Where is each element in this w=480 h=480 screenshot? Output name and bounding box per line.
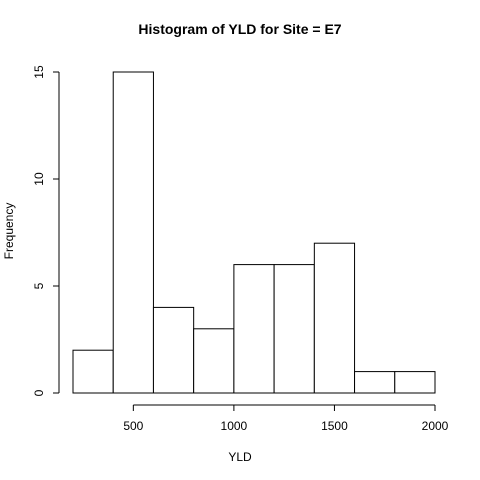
- histogram-bar-3: [152, 306, 195, 394]
- chart-title: Histogram of YLD for Site = E7: [138, 21, 342, 37]
- x-tick-label: 2000: [422, 419, 449, 433]
- histogram-bar-1: [72, 349, 114, 394]
- y-axis: 0 5 10 15: [32, 65, 60, 396]
- histogram-bar-2: [112, 71, 154, 394]
- x-tick-label: 1000: [221, 419, 248, 433]
- x-axis: 500 1000 1500 2000: [123, 404, 449, 433]
- histogram-bars: [72, 71, 436, 394]
- x-axis-label: YLD: [228, 450, 252, 464]
- histogram-bar-8: [354, 371, 396, 394]
- y-tick-label: 0: [32, 389, 46, 396]
- histogram-bar-4: [193, 328, 235, 394]
- x-tick-label: 1500: [321, 419, 348, 433]
- histogram-bar-9: [394, 371, 436, 394]
- y-tick-label: 5: [32, 282, 46, 289]
- y-tick-label: 10: [32, 172, 46, 186]
- histogram-bar-6: [273, 264, 315, 394]
- histogram-bar-7: [313, 242, 356, 394]
- y-tick-label: 15: [32, 65, 46, 79]
- x-tick-label: 500: [123, 419, 143, 433]
- histogram-bar-5: [233, 264, 275, 394]
